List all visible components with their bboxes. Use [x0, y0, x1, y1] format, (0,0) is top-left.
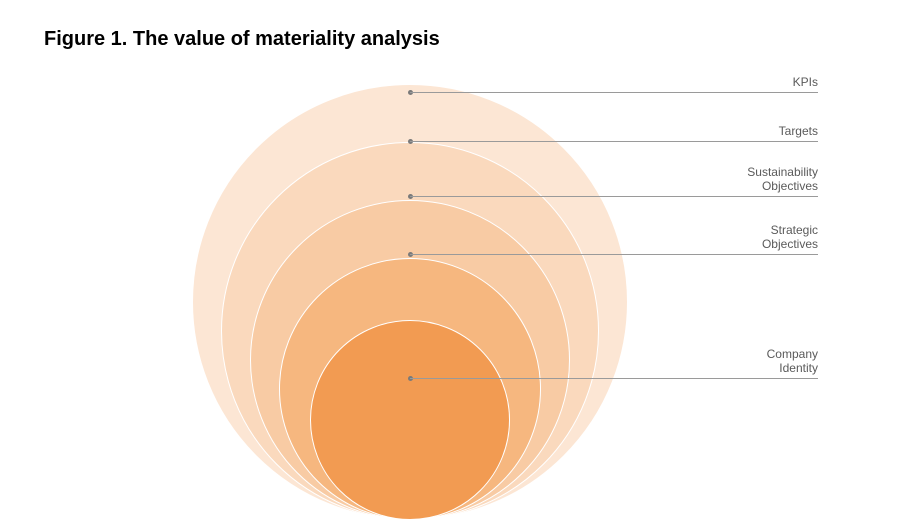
leader-line-sustainability: [410, 196, 818, 197]
concentric-diagram: KPIs Targets SustainabilityObjectives Strat…: [0, 0, 906, 528]
ring-label-identity: CompanyIdentity: [658, 348, 818, 376]
ring-identity: [310, 320, 510, 520]
leader-line-kpis: [410, 92, 818, 93]
leader-line-targets: [410, 141, 818, 142]
leader-line-identity: [410, 378, 818, 379]
ring-label-targets: Targets: [658, 125, 818, 139]
ring-label-sustainability: SustainabilityObjectives: [658, 166, 818, 194]
ring-label-strategic: StrategicObjectives: [658, 224, 818, 252]
ring-label-kpis: KPIs: [658, 76, 818, 90]
leader-line-strategic: [410, 254, 818, 255]
